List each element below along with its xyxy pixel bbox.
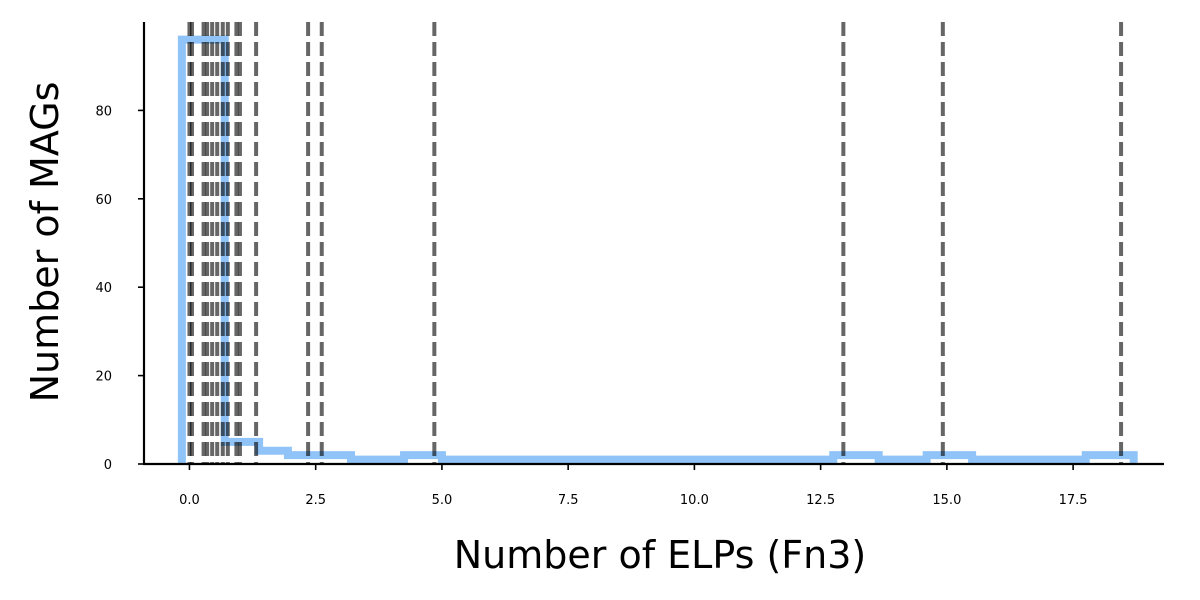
y-tick-label: 0 xyxy=(104,458,112,473)
y-tick-label: 40 xyxy=(95,281,112,296)
y-tick-label: 80 xyxy=(95,104,112,119)
x-axis-title: Number of ELPs (Fn3) xyxy=(454,533,867,577)
x-tick-label: 17.5 xyxy=(1059,493,1088,508)
x-tick-label: 10.0 xyxy=(680,493,709,508)
y-tick-label: 60 xyxy=(95,193,112,208)
x-tick-label: 0.0 xyxy=(179,493,200,508)
vlines-layer xyxy=(187,22,1124,464)
x-tick-label: 12.5 xyxy=(806,493,835,508)
x-tick-label: 5.0 xyxy=(432,493,453,508)
x-tick-label: 2.5 xyxy=(305,493,326,508)
y-ticks: 0 20 40 60 80 xyxy=(95,104,144,473)
x-tick-label: 15.0 xyxy=(932,493,961,508)
x-tick-label: 7.5 xyxy=(558,493,579,508)
y-tick-label: 20 xyxy=(95,370,112,385)
x-ticks: 0.0 2.5 5.0 7.5 10.0 12.5 15.0 17.5 xyxy=(179,464,1088,508)
axes-layer xyxy=(142,22,1164,466)
y-axis-title: Number of MAGs xyxy=(23,82,67,403)
histogram-step-line xyxy=(177,35,1138,464)
histogram-layer xyxy=(177,35,1138,464)
